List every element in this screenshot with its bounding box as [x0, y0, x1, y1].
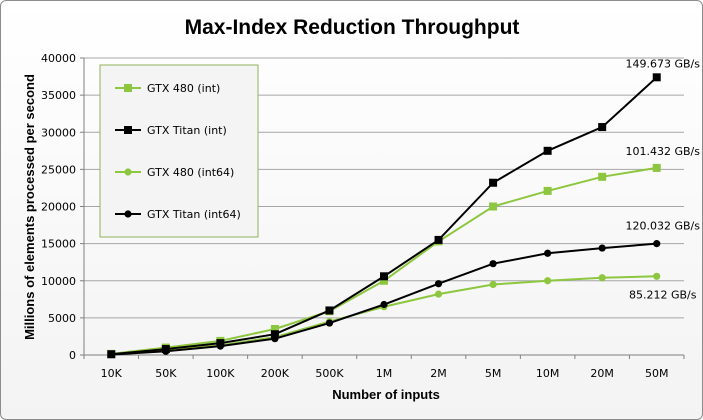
- legend-label: GTX 480 (int64): [147, 166, 234, 179]
- legend-item: GTX Titan (int64): [115, 208, 241, 221]
- data-point: [489, 280, 497, 289]
- annotation-layer: 149.673 GB/s 101.432 GB/s 120.032 GB/s 85.2…: [625, 57, 700, 301]
- chart-title: Max-Index Reduction Throughput: [185, 16, 520, 39]
- y-tick-label: 10000: [41, 275, 76, 288]
- gbps-annotation: 149.673 GB/s: [625, 57, 700, 70]
- legend-marker: [124, 126, 132, 134]
- gbps-annotation: 85.212 GB/s: [629, 288, 697, 301]
- data-point: [161, 345, 170, 354]
- series-line: [111, 242, 657, 356]
- y-axis-title: Millions of elements processed per secon…: [22, 74, 37, 340]
- data-point: [489, 202, 498, 211]
- legend-box: [99, 64, 259, 238]
- y-tick-label: 35000: [41, 89, 76, 102]
- data-point: [653, 240, 661, 248]
- data-point: [270, 325, 279, 334]
- x-axis-title: Number of inputs: [332, 387, 440, 402]
- data-point: [652, 163, 661, 172]
- y-tick-label: 30000: [41, 126, 76, 139]
- data-point: [598, 123, 607, 132]
- legend-label: GTX Titan (int): [147, 124, 227, 137]
- x-tick-label: 2M: [430, 367, 447, 380]
- y-tick-label: 15000: [41, 238, 76, 251]
- legend-item: GTX Titan (int): [115, 124, 227, 137]
- gbps-annotation: 101.432 GB/s: [625, 145, 700, 158]
- legend-marker: [124, 210, 132, 218]
- data-point: [325, 319, 334, 327]
- y-tick-label: 5000: [48, 312, 76, 325]
- y-tick-label: 25000: [41, 163, 76, 176]
- data-point: [380, 276, 388, 285]
- legend: GTX 480 (int) GTX Titan (int) GTX 480 (int…: [99, 64, 259, 238]
- x-tick-label: 1M: [376, 367, 393, 380]
- series-gtx-titan-int64: [107, 240, 661, 359]
- data-point: [653, 272, 661, 280]
- data-point: [598, 244, 606, 252]
- data-point: [544, 277, 552, 285]
- data-point: [598, 172, 607, 181]
- data-point: [270, 330, 279, 339]
- gbps-annotation: 120.032 GB/s: [625, 220, 700, 233]
- legend-item: GTX 480 (int): [115, 82, 220, 95]
- x-tick-label: 5M: [485, 367, 502, 380]
- data-point: [107, 350, 116, 359]
- x-tick-label: 500K: [315, 367, 344, 380]
- x-tick-label: 50K: [155, 367, 177, 380]
- data-point: [380, 272, 388, 281]
- legend-item: GTX 480 (int64): [115, 166, 234, 179]
- data-point: [434, 290, 443, 298]
- axis-layer: 0 5000 10000 15000 20000 25000 30000 35000 40000…: [41, 52, 685, 380]
- data-point: [489, 178, 498, 187]
- x-tick-label: 50M: [645, 367, 669, 380]
- series-gtx-titan-int: [107, 73, 661, 359]
- y-tick-label: 0: [69, 349, 76, 362]
- legend-marker: [124, 84, 132, 92]
- legend-marker: [124, 168, 132, 176]
- x-tick-label: 20M: [590, 367, 614, 380]
- series-line: [111, 275, 657, 356]
- x-tick-label: 10M: [536, 367, 560, 380]
- data-point: [652, 73, 661, 82]
- legend-label: GTX Titan (int64): [147, 208, 241, 221]
- series-layer: [107, 73, 661, 359]
- data-point: [544, 249, 552, 257]
- x-tick-label: 200K: [261, 367, 290, 380]
- legend-label: GTX 480 (int): [147, 82, 220, 95]
- data-point: [543, 146, 552, 155]
- data-point: [598, 274, 606, 282]
- data-point: [434, 235, 443, 244]
- data-point: [434, 280, 443, 288]
- x-tick-label: 10K: [101, 367, 123, 380]
- y-tick-label: 20000: [41, 201, 76, 214]
- data-point: [489, 260, 497, 268]
- data-point: [543, 186, 552, 195]
- data-point: [380, 300, 388, 309]
- x-tick-label: 100K: [206, 367, 235, 380]
- data-point: [325, 306, 334, 315]
- y-tick-label: 40000: [41, 52, 76, 65]
- data-point: [216, 339, 225, 348]
